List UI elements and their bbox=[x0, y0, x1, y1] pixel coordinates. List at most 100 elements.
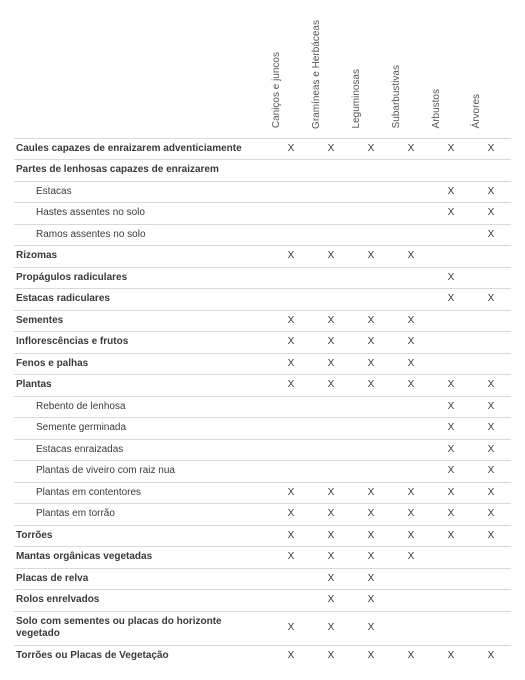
table-cell bbox=[391, 461, 431, 483]
table-row: Inflorescências e frutosXXXX bbox=[14, 332, 511, 354]
row-label: Estacas radiculares bbox=[14, 289, 271, 311]
table-cell bbox=[311, 224, 351, 246]
table-cell bbox=[351, 396, 391, 418]
table-cell: X bbox=[351, 568, 391, 590]
table-cell bbox=[431, 224, 471, 246]
table-row: Placas de relvaXX bbox=[14, 568, 511, 590]
table-cell bbox=[311, 439, 351, 461]
column-header: Caniços e juncos bbox=[271, 10, 311, 138]
row-label: Ramos assentes no solo bbox=[14, 224, 271, 246]
column-header-label: Arbustos bbox=[431, 89, 442, 128]
table-cell bbox=[471, 590, 511, 612]
table-row: SementesXXXX bbox=[14, 310, 511, 332]
table-cell bbox=[431, 590, 471, 612]
table-cell: X bbox=[351, 590, 391, 612]
table-cell: X bbox=[471, 396, 511, 418]
table-row: EstacasXX bbox=[14, 181, 511, 203]
column-header: Subarbustivas bbox=[391, 10, 431, 138]
row-label: Estacas enraizadas bbox=[14, 439, 271, 461]
table-cell: X bbox=[391, 138, 431, 160]
table-cell: X bbox=[431, 525, 471, 547]
table-cell bbox=[311, 181, 351, 203]
table-cell: X bbox=[271, 332, 311, 354]
table-cell bbox=[391, 568, 431, 590]
table-cell: X bbox=[311, 138, 351, 160]
table-cell: X bbox=[471, 439, 511, 461]
row-label: Rizomas bbox=[14, 246, 271, 268]
column-header-label: Árvores bbox=[471, 94, 482, 128]
table-row: Caules capazes de enraizarem adventiciam… bbox=[14, 138, 511, 160]
table-cell bbox=[271, 590, 311, 612]
table-cell bbox=[311, 396, 351, 418]
row-label: Plantas em torrão bbox=[14, 504, 271, 526]
table-cell bbox=[311, 418, 351, 440]
table-row: PlantasXXXXXX bbox=[14, 375, 511, 397]
table-cell bbox=[431, 332, 471, 354]
row-label: Plantas em contentores bbox=[14, 482, 271, 504]
table-cell: X bbox=[351, 246, 391, 268]
table-cell bbox=[351, 289, 391, 311]
table-cell bbox=[271, 267, 311, 289]
table-cell: X bbox=[311, 310, 351, 332]
table-cell bbox=[271, 289, 311, 311]
table-cell: X bbox=[471, 418, 511, 440]
column-header: Arbustos bbox=[431, 10, 471, 138]
table-cell: X bbox=[431, 138, 471, 160]
table-cell: X bbox=[271, 310, 311, 332]
table-cell: X bbox=[431, 181, 471, 203]
table-cell: X bbox=[271, 353, 311, 375]
row-label: Plantas bbox=[14, 375, 271, 397]
table-cell bbox=[431, 310, 471, 332]
table-cell bbox=[271, 181, 311, 203]
table-row: Mantas orgânicas vegetadasXXXX bbox=[14, 547, 511, 569]
row-label: Sementes bbox=[14, 310, 271, 332]
matrix-table: Caniços e juncosGramíneas e HerbáceasLeg… bbox=[14, 10, 511, 666]
table-cell bbox=[471, 267, 511, 289]
table-cell: X bbox=[431, 439, 471, 461]
table-cell: X bbox=[391, 504, 431, 526]
table-row: Propágulos radicularesX bbox=[14, 267, 511, 289]
table-row: Partes de lenhosas capazes de enraizarem bbox=[14, 160, 511, 182]
table-cell bbox=[431, 246, 471, 268]
table-cell bbox=[271, 224, 311, 246]
row-label: Estacas bbox=[14, 181, 271, 203]
table-cell bbox=[431, 611, 471, 645]
table-cell: X bbox=[431, 461, 471, 483]
table-cell bbox=[271, 160, 311, 182]
table-cell: X bbox=[311, 568, 351, 590]
table-cell bbox=[391, 224, 431, 246]
table-cell: X bbox=[351, 504, 391, 526]
row-label: Partes de lenhosas capazes de enraizarem bbox=[14, 160, 271, 182]
table-cell: X bbox=[351, 310, 391, 332]
table-cell: X bbox=[311, 611, 351, 645]
table-row: Estacas enraizadas XX bbox=[14, 439, 511, 461]
table-cell bbox=[311, 203, 351, 225]
table-cell: X bbox=[431, 482, 471, 504]
table-cell bbox=[391, 590, 431, 612]
table-cell: X bbox=[471, 224, 511, 246]
table-cell bbox=[471, 547, 511, 569]
column-header: Árvores bbox=[471, 10, 511, 138]
table-cell: X bbox=[311, 332, 351, 354]
table-cell: X bbox=[431, 267, 471, 289]
table-cell: X bbox=[271, 375, 311, 397]
table-cell: X bbox=[471, 504, 511, 526]
table-cell: X bbox=[431, 375, 471, 397]
table-cell: X bbox=[471, 645, 511, 666]
table-row: Hastes assentes no soloXX bbox=[14, 203, 511, 225]
table-cell: X bbox=[271, 547, 311, 569]
table-cell: X bbox=[351, 645, 391, 666]
table-cell bbox=[311, 289, 351, 311]
table-row: Solo com sementes ou placas do horizonte… bbox=[14, 611, 511, 645]
table-cell: X bbox=[351, 375, 391, 397]
row-label: Rolos enrelvados bbox=[14, 590, 271, 612]
table-cell: X bbox=[271, 504, 311, 526]
table-cell: X bbox=[471, 525, 511, 547]
table-cell: X bbox=[271, 611, 311, 645]
table-cell: X bbox=[311, 504, 351, 526]
table-row: Plantas em contentoresXXXXXX bbox=[14, 482, 511, 504]
table-row: Torrões ou Placas de VegetaçãoXXXXXX bbox=[14, 645, 511, 666]
table-cell: X bbox=[391, 482, 431, 504]
table-cell: X bbox=[271, 525, 311, 547]
table-cell bbox=[471, 310, 511, 332]
